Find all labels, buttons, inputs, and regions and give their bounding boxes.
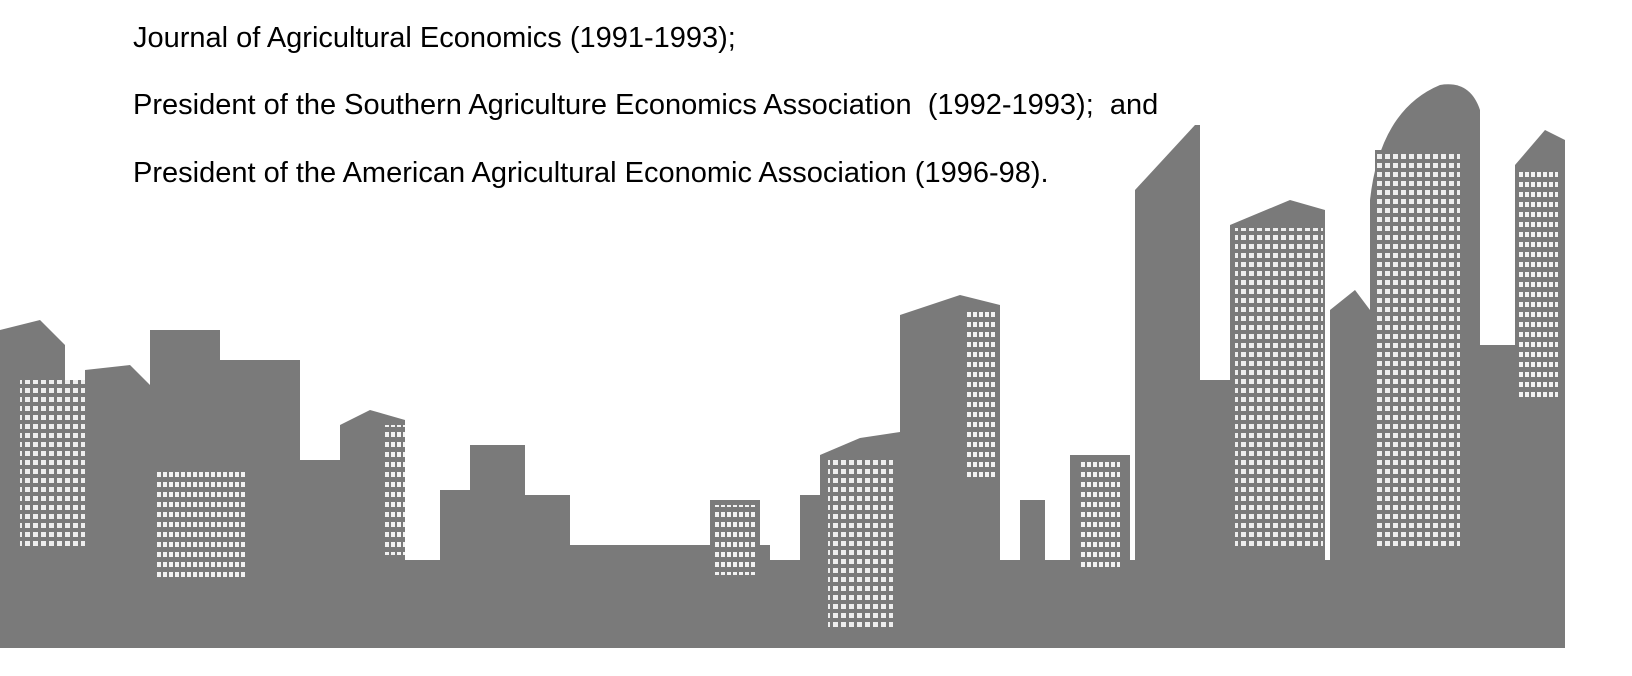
page: Journal of Agricultural Economics (1991-… [0,0,1632,676]
text-line: President of the Southern Agriculture Ec… [133,87,1158,123]
text-line: Journal of Agricultural Economics (1991-… [133,20,736,56]
text-line: President of the American Agricultural E… [133,155,1049,191]
